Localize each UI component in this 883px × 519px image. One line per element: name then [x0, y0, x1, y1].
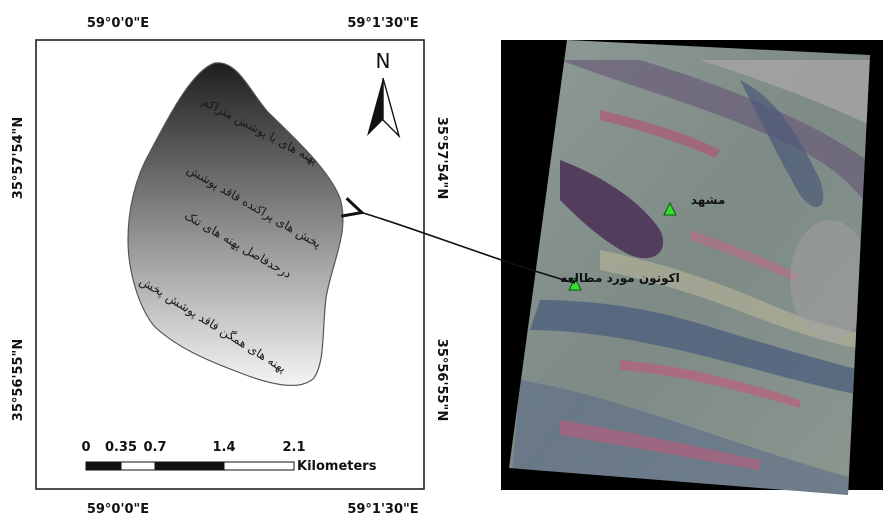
city-marker-icon [663, 201, 677, 216]
scale-tick-2: 0.7 [143, 440, 166, 455]
study-site-label: اکوتون مورد مطالعه [560, 271, 679, 286]
scale-tick-0: 0 [81, 440, 90, 455]
coord-right-bottom: 35°56'55"N [434, 339, 449, 421]
study-site-marker-icon [568, 276, 582, 291]
north-arrow-label: N [376, 49, 391, 73]
coord-bottom-right: 59°1'30"E [347, 502, 418, 517]
coord-left-bottom: 35°56'55"N [11, 339, 26, 421]
study-area-shape [127, 62, 344, 386]
coord-top-right: 59°1'30"E [347, 16, 418, 31]
scale-tick-3: 1.4 [212, 440, 235, 455]
city-label: مشهد [691, 193, 726, 207]
coord-bottom-left: 59°0'0"E [87, 502, 149, 517]
study-area-map: 59°0'0"E 59°1'30"E 59°0'0"E 59°1'30"E 35… [11, 16, 449, 517]
north-arrow-icon [367, 78, 383, 136]
coord-left-top: 35°57'54"N [11, 117, 26, 199]
scale-unit: Kilometers [297, 459, 377, 474]
scale-tick-1: 0.35 [105, 440, 137, 455]
coord-top-left: 59°0'0"E [87, 16, 149, 31]
north-arrow: N [367, 49, 401, 139]
coord-right-top: 35°57'54"N [434, 117, 449, 199]
satellite-image: مشهد اکوتون مورد مطالعه [501, 40, 883, 495]
scale-bar: 0 0.35 0.7 1.4 2.1 Kilometers [81, 440, 376, 474]
connector-arrow [360, 212, 576, 284]
scale-tick-4: 2.1 [282, 440, 305, 455]
